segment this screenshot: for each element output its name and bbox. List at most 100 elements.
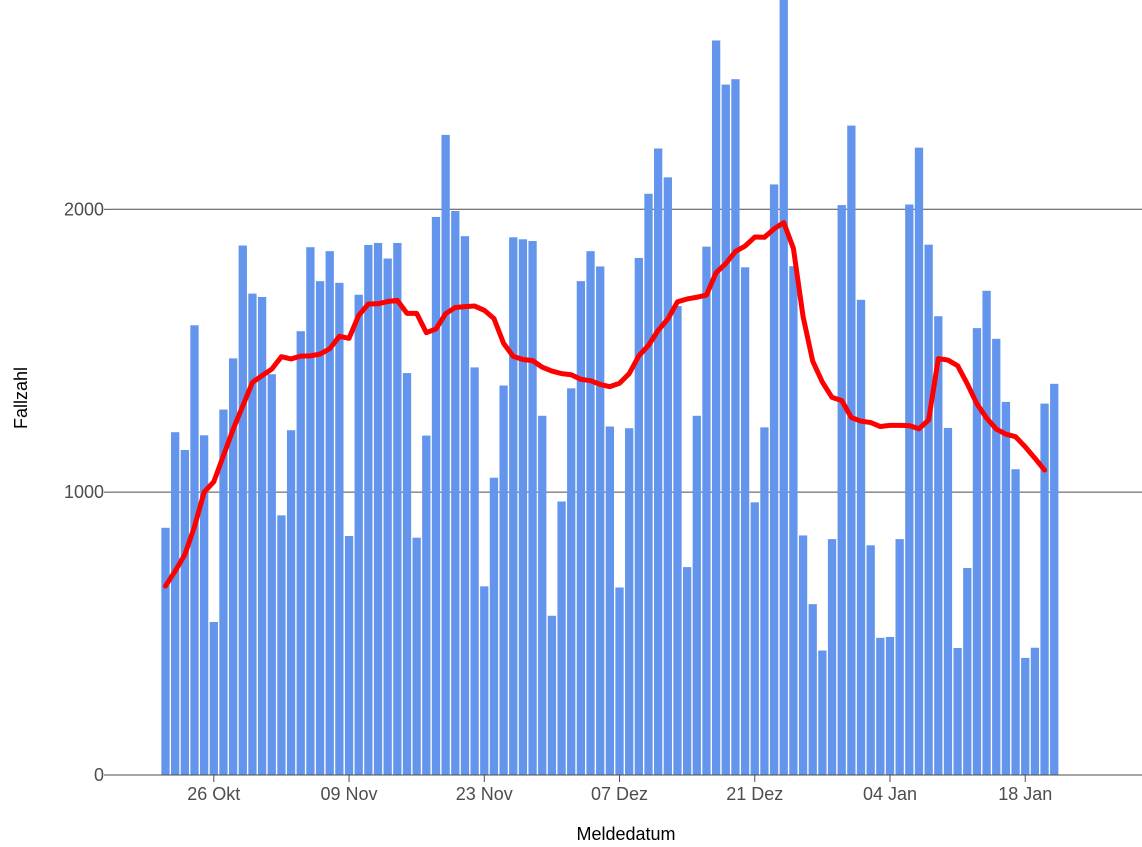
bar — [731, 79, 740, 775]
bar — [190, 325, 199, 775]
bar — [576, 281, 586, 775]
bar — [663, 177, 672, 775]
bar — [914, 147, 924, 775]
x-tick-label: 23 Nov — [456, 784, 513, 804]
bar — [557, 501, 566, 775]
bar — [518, 239, 528, 775]
bar — [180, 450, 189, 775]
bar — [808, 604, 817, 775]
y-tick-label: 0 — [94, 765, 104, 785]
bar — [769, 184, 779, 775]
bar — [837, 205, 846, 776]
bar — [296, 331, 305, 775]
bar — [934, 316, 943, 775]
bar — [982, 290, 991, 775]
bar — [721, 84, 730, 775]
bar — [209, 621, 218, 775]
bar — [644, 193, 653, 775]
bar-series — [161, 0, 1059, 776]
bar — [634, 257, 643, 776]
bar — [905, 204, 914, 775]
bar — [460, 236, 470, 775]
bar — [354, 294, 363, 775]
bar — [1040, 403, 1049, 775]
bar — [238, 245, 247, 775]
x-axis-title: Meldedatum — [576, 824, 675, 844]
line-series — [163, 220, 1048, 589]
bar — [992, 338, 1001, 775]
bar — [219, 409, 228, 775]
bar — [605, 426, 615, 775]
x-tick-label: 21 Dez — [726, 784, 783, 804]
y-tick-label: 2000 — [64, 199, 104, 219]
bar — [228, 358, 238, 775]
bar — [924, 244, 933, 775]
bar — [267, 374, 276, 775]
bar — [1021, 657, 1030, 775]
axes: 0 1000 2000 26 Okt 09 Nov 23 Nov 07 Dez 21 Dez 0… — [64, 199, 1142, 804]
bar — [509, 237, 518, 775]
bar — [654, 148, 663, 776]
bar — [586, 251, 595, 776]
bar — [682, 567, 692, 775]
bar — [818, 650, 827, 775]
bar — [711, 40, 721, 775]
bar — [885, 636, 895, 775]
bar — [248, 293, 257, 775]
bar — [779, 0, 788, 776]
bar — [1050, 383, 1059, 775]
bar — [943, 427, 953, 775]
bar — [547, 615, 557, 775]
bar — [740, 267, 750, 775]
bar — [325, 251, 334, 776]
x-tick-label: 26 Okt — [187, 784, 240, 804]
bar — [161, 527, 170, 775]
bar — [702, 246, 711, 775]
bar — [199, 435, 209, 775]
x-tick-label: 09 Nov — [321, 784, 378, 804]
bar — [422, 435, 431, 775]
bar — [344, 535, 354, 775]
bar — [315, 281, 325, 775]
bar — [615, 587, 624, 775]
bar — [451, 211, 460, 775]
bar — [856, 299, 866, 775]
bar — [335, 282, 344, 775]
bar — [625, 428, 634, 775]
bar — [798, 535, 808, 775]
bar — [1011, 469, 1020, 775]
bar — [257, 296, 267, 775]
bar — [364, 244, 373, 775]
bar — [953, 648, 962, 775]
y-axis-title: Fallzahl — [11, 367, 31, 429]
x-tick-label: 04 Jan — [863, 784, 917, 804]
bar — [393, 242, 402, 775]
bar — [567, 388, 576, 775]
y-tick-label: 1000 — [64, 482, 104, 502]
bar — [876, 637, 885, 775]
x-tick-label: 07 Dez — [591, 784, 648, 804]
bar — [1030, 647, 1040, 775]
bar — [402, 373, 412, 775]
bar — [538, 415, 547, 775]
bar — [866, 545, 875, 775]
bar — [470, 367, 479, 775]
bar — [827, 539, 837, 775]
bar — [431, 216, 441, 776]
bar — [895, 539, 904, 775]
bar — [847, 125, 856, 776]
bar — [171, 432, 180, 775]
bar — [789, 266, 798, 775]
moving-average-line — [163, 220, 1048, 589]
bar — [750, 502, 759, 775]
bar — [528, 240, 537, 775]
x-tick-label: 18 Jan — [998, 784, 1052, 804]
bar — [383, 258, 392, 775]
bar — [277, 515, 286, 775]
bar — [499, 385, 508, 775]
bar — [692, 415, 701, 775]
bar — [673, 306, 682, 775]
bar — [596, 266, 605, 775]
bar — [1001, 401, 1011, 775]
